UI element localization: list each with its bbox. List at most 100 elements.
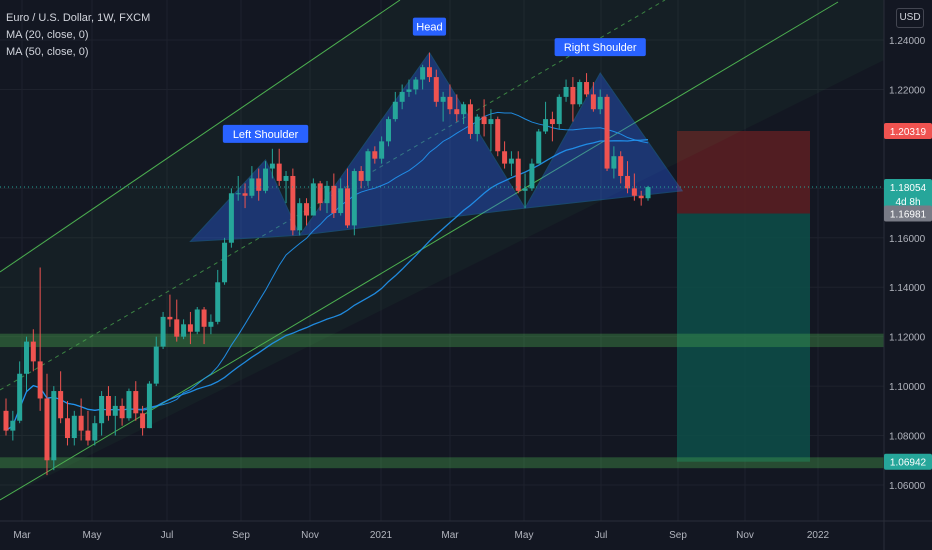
- candle-body: [331, 185, 337, 214]
- time-axis-ticks: Mar May Jul Sep Nov 2021 Mar May Jul Sep Nov 2022: [13, 530, 829, 541]
- price-tag-stop: 1.20319: [884, 123, 932, 140]
- candle-body: [488, 119, 494, 125]
- candle: [515, 151, 521, 194]
- candle: [556, 94, 562, 129]
- candle: [495, 116, 501, 157]
- price-tag-value: 1.18054: [890, 183, 927, 194]
- chart-legend: Euro / U.S. Dollar, 1W, FXCM MA (20, clo…: [6, 10, 150, 61]
- pattern-label: Head: [412, 17, 447, 36]
- candle: [283, 171, 289, 204]
- candle-body: [474, 116, 480, 134]
- candle: [406, 79, 412, 97]
- candle: [379, 136, 385, 164]
- candle-body: [99, 396, 105, 424]
- candle: [631, 173, 637, 201]
- candle: [577, 79, 583, 107]
- candle: [153, 336, 159, 387]
- currency-button[interactable]: USD: [896, 8, 924, 28]
- candle: [3, 398, 9, 436]
- candle-body: [58, 391, 64, 419]
- candle: [440, 91, 446, 122]
- candle: [215, 269, 221, 325]
- time-tick-label: 2022: [807, 530, 830, 541]
- price-tick-label: 1.08000: [889, 432, 926, 443]
- candle-body: [379, 141, 385, 159]
- candle: [174, 299, 180, 342]
- candle-body: [508, 158, 514, 164]
- candle-body: [611, 156, 617, 169]
- candle: [228, 188, 234, 248]
- candle-body: [502, 151, 508, 164]
- candle-body: [92, 423, 98, 441]
- candle-body: [201, 309, 207, 327]
- candle: [64, 400, 70, 446]
- candle-body: [310, 183, 316, 216]
- candle: [133, 381, 139, 421]
- candle-body: [522, 188, 528, 191]
- candle: [112, 396, 118, 436]
- candle-body: [167, 316, 173, 320]
- candle: [181, 319, 187, 340]
- time-tick-label: Nov: [736, 530, 754, 541]
- candle: [269, 148, 275, 179]
- candle: [584, 73, 590, 97]
- candle-body: [194, 309, 200, 332]
- candle-body: [481, 116, 487, 125]
- candle: [194, 307, 200, 335]
- candle: [44, 373, 50, 476]
- candle: [249, 166, 255, 199]
- symbol-title[interactable]: Euro / U.S. Dollar, 1W, FXCM: [6, 12, 151, 24]
- candle-body: [146, 383, 152, 429]
- candle-body: [44, 398, 50, 461]
- price-tag-box: [884, 123, 932, 140]
- candle-body: [461, 104, 467, 115]
- candle: [317, 180, 323, 211]
- candle-body: [433, 77, 439, 102]
- candle-body: [105, 396, 111, 416]
- channel-upper-line: [0, 0, 401, 273]
- price-tick-label: 1.12000: [889, 333, 926, 344]
- candle-body: [577, 82, 583, 105]
- candle-body: [440, 96, 446, 102]
- time-tick-label: Sep: [232, 530, 250, 541]
- candle-body: [413, 79, 419, 90]
- candle-body: [536, 131, 542, 164]
- candle-body: [563, 86, 569, 97]
- candle-body: [638, 195, 644, 199]
- candle: [351, 168, 357, 236]
- candle-body: [324, 185, 330, 204]
- candle-body: [23, 341, 29, 374]
- candle: [597, 89, 603, 115]
- price-tag-value: 1.20319: [890, 127, 927, 138]
- price-tag-countdown: 4d 8h: [895, 197, 920, 208]
- candle: [433, 69, 439, 107]
- candle-body: [549, 119, 555, 125]
- pattern-labels: Left Shoulder Head Right Shoulder: [222, 17, 646, 143]
- support-zone: [0, 457, 885, 469]
- candle: [10, 410, 16, 441]
- candle-body: [269, 163, 275, 169]
- candle-body: [160, 316, 166, 347]
- time-tick-label: Jul: [161, 530, 174, 541]
- candle: [71, 410, 77, 446]
- candle: [420, 64, 426, 90]
- ma20-label[interactable]: MA (20, close, 0): [6, 29, 89, 41]
- candle: [30, 329, 36, 372]
- candle-body: [174, 319, 180, 337]
- candle-body: [584, 82, 590, 95]
- candle: [23, 336, 29, 392]
- candle: [625, 161, 631, 194]
- candle-body: [590, 94, 596, 110]
- candle-body: [228, 193, 234, 243]
- candle-body: [645, 187, 651, 199]
- candle: [201, 307, 207, 345]
- candle: [488, 109, 494, 152]
- candle-body: [345, 188, 350, 226]
- candle-body: [338, 188, 344, 214]
- ma50-label[interactable]: MA (50, close, 0): [6, 46, 89, 58]
- pattern-label-box: [554, 38, 646, 57]
- candle: [413, 77, 419, 95]
- candle: [474, 114, 480, 142]
- candle-body: [256, 178, 262, 191]
